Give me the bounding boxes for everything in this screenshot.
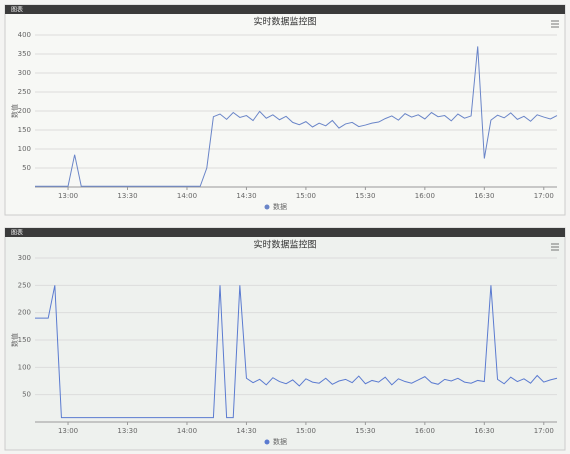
tab-bar (5, 228, 565, 237)
x-tick-label: 16:00 (415, 192, 435, 200)
tab-label: 图表 (11, 6, 23, 14)
y-axis-label: 数值 (10, 333, 19, 347)
x-tick-label: 15:30 (355, 427, 375, 435)
x-tick-label: 16:30 (474, 192, 494, 200)
x-tick-label: 14:30 (236, 192, 256, 200)
data-line (35, 285, 558, 419)
x-tick-label: 13:00 (58, 192, 78, 200)
x-tick-label: 13:30 (117, 192, 137, 200)
x-tick-label: 13:00 (58, 427, 78, 435)
legend-marker (264, 439, 270, 445)
x-tick-label: 14:30 (236, 427, 256, 435)
y-axis-label: 数值 (10, 104, 19, 118)
tab-label: 图表 (11, 229, 23, 237)
y-tick-label: 400 (18, 31, 31, 39)
x-tick-label: 14:00 (177, 192, 197, 200)
y-tick-label: 100 (18, 363, 31, 371)
y-tick-label: 350 (18, 50, 31, 58)
y-tick-label: 150 (18, 126, 31, 134)
x-tick-label: 13:30 (117, 427, 137, 435)
y-tick-label: 300 (18, 69, 31, 77)
data-line (35, 46, 558, 187)
x-tick-label: 16:30 (474, 427, 494, 435)
chart-title: 实时数据监控图 (253, 16, 316, 28)
y-tick-label: 100 (18, 145, 31, 153)
legend-label: 数据 (273, 437, 287, 446)
x-tick-label: 15:00 (296, 427, 316, 435)
x-tick-label: 14:00 (177, 427, 197, 435)
y-tick-label: 300 (18, 254, 31, 262)
y-tick-label: 200 (18, 107, 31, 115)
x-tick-label: 15:00 (296, 192, 316, 200)
legend-label: 数据 (273, 202, 287, 211)
x-tick-label: 15:30 (355, 192, 375, 200)
y-tick-label: 200 (18, 309, 31, 317)
y-tick-label: 250 (18, 281, 31, 289)
legend-marker (264, 204, 270, 210)
x-tick-label: 17:00 (534, 427, 554, 435)
x-tick-label: 16:00 (415, 427, 435, 435)
tab-bar (5, 5, 565, 14)
y-tick-label: 250 (18, 88, 31, 96)
x-tick-label: 17:00 (534, 192, 554, 200)
chart-title: 实时数据监控图 (253, 239, 316, 251)
y-tick-label: 50 (22, 164, 31, 172)
y-tick-label: 50 (22, 391, 31, 399)
y-tick-label: 150 (18, 336, 31, 344)
panel-bg (4, 227, 566, 451)
